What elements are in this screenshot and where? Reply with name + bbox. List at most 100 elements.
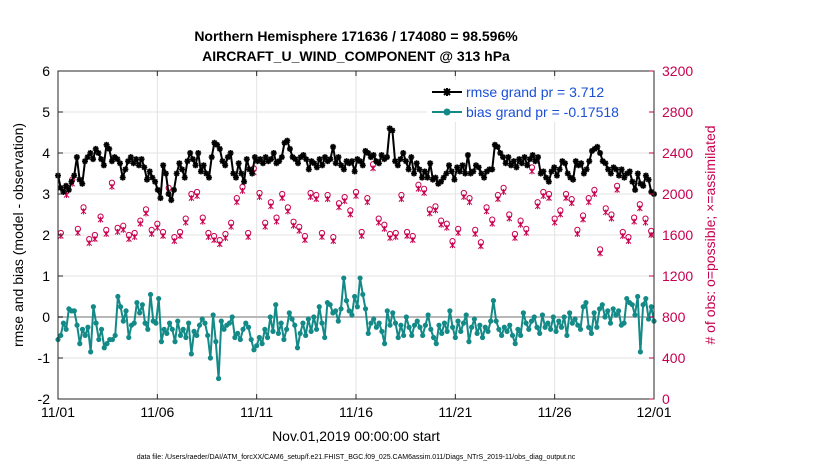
rmse-point — [413, 160, 420, 167]
bias-point — [401, 332, 407, 339]
y-tick-label-right-0: 0 — [662, 391, 670, 407]
rmse-point — [276, 158, 283, 165]
obs-assimilated-point — [222, 235, 229, 242]
rmse-point — [154, 186, 161, 193]
obs-assimilated-point — [546, 195, 552, 202]
bias-point — [528, 318, 535, 324]
bias-point — [191, 328, 197, 334]
bias-point — [343, 298, 350, 304]
rmse-point — [184, 158, 191, 165]
bias-point — [384, 308, 390, 314]
obs-assimilated-point — [205, 234, 212, 241]
bias-point — [531, 314, 537, 320]
bias-point — [251, 347, 257, 353]
rmse-point — [365, 150, 372, 156]
x-tick-label-3: 11/16 — [339, 404, 373, 420]
rmse-point — [505, 154, 512, 161]
rmse-point — [419, 174, 426, 181]
bias-point — [485, 328, 491, 334]
obs-assimilated-point — [131, 234, 138, 241]
rmse-point — [427, 160, 434, 167]
obs-assimilated-point — [137, 220, 144, 227]
obs-assimilated-point — [489, 220, 496, 227]
bias-point — [425, 312, 431, 318]
rmse-point — [459, 162, 466, 169]
bias-point — [313, 326, 320, 332]
bias-point — [556, 318, 562, 324]
bias-point — [488, 318, 494, 324]
rmse-point — [357, 158, 364, 165]
obs-assimilated-point — [398, 196, 405, 203]
bias-series — [55, 275, 657, 382]
rmse-point — [370, 152, 377, 159]
rmse-point — [114, 156, 121, 163]
rmse-point — [518, 160, 525, 167]
obs-assimilated-point — [409, 237, 416, 244]
rmse-point — [216, 145, 223, 152]
bias-point — [303, 332, 309, 339]
rmse-point — [214, 141, 221, 148]
bias-point — [498, 332, 505, 339]
bias-point — [294, 345, 301, 351]
rmse-point — [103, 141, 110, 148]
bias-point — [591, 310, 597, 316]
bias-point — [120, 318, 126, 324]
bias-point — [580, 304, 586, 310]
rmse-point — [141, 164, 148, 171]
obs-assimilated-point — [171, 238, 178, 245]
obs-assimilated-point — [500, 188, 507, 195]
bias-point — [523, 320, 529, 326]
bias-point — [567, 310, 573, 316]
bias-point — [569, 320, 575, 326]
rmse-point — [262, 154, 269, 161]
rmse-point — [548, 168, 555, 175]
bias-point — [270, 328, 276, 334]
bias-point — [640, 302, 646, 308]
rmse-point — [165, 191, 172, 197]
rmse-point — [219, 158, 226, 165]
obs-assimilated-point — [557, 211, 564, 218]
rmse-point — [394, 162, 401, 169]
rmse-point — [562, 160, 569, 167]
bias-point — [142, 320, 148, 326]
x-axis-label: Nov.01,2019 00:00:00 start — [272, 428, 440, 444]
bias-point — [180, 326, 186, 332]
bias-point — [305, 316, 311, 322]
rmse-point — [613, 166, 620, 173]
bias-point — [572, 316, 578, 322]
rmse-point — [443, 170, 450, 177]
rmse-point — [400, 150, 407, 156]
bias-point — [164, 330, 170, 336]
obs-assimilated-point — [597, 250, 603, 257]
bias-point — [466, 339, 472, 345]
obs-assimilated-point — [319, 234, 325, 241]
obs-assimilated-point — [120, 226, 127, 233]
chart-title-line2: AIRCRAFT_U_WIND_COMPONENT @ 313 hPa — [202, 48, 510, 64]
y-tick-label-left-2: 0 — [42, 309, 50, 325]
bias-point — [319, 320, 325, 326]
chart-title-line1: Northern Hemisphere 171636 / 174080 = 98… — [194, 28, 518, 44]
rmse-point — [570, 176, 577, 183]
bias-point — [357, 275, 363, 281]
obs-assimilated-point — [182, 219, 189, 226]
rmse-point — [583, 166, 590, 173]
obs-assimilated-point — [483, 208, 490, 215]
rmse-point — [392, 158, 399, 165]
y-tick-label-left-4: 2 — [42, 227, 50, 243]
rmse-point — [195, 150, 202, 156]
obs-assimilated-point — [256, 194, 263, 201]
bias-point — [512, 341, 518, 347]
rmse-point — [437, 178, 444, 185]
bias-point — [145, 326, 151, 332]
obs-assimilated-point — [302, 237, 308, 244]
rmse-point — [462, 170, 469, 177]
bias-point — [126, 334, 132, 341]
bias-point — [139, 302, 145, 308]
rmse-point — [286, 145, 293, 152]
rmse-point — [389, 127, 396, 134]
obs-assimilated-point — [466, 199, 473, 206]
legend: rmse grand pr = 3.712 bias grand pr = -0… — [427, 80, 649, 122]
rmse-point — [440, 174, 447, 181]
bias-point — [520, 310, 526, 316]
rmse-point — [645, 176, 652, 183]
